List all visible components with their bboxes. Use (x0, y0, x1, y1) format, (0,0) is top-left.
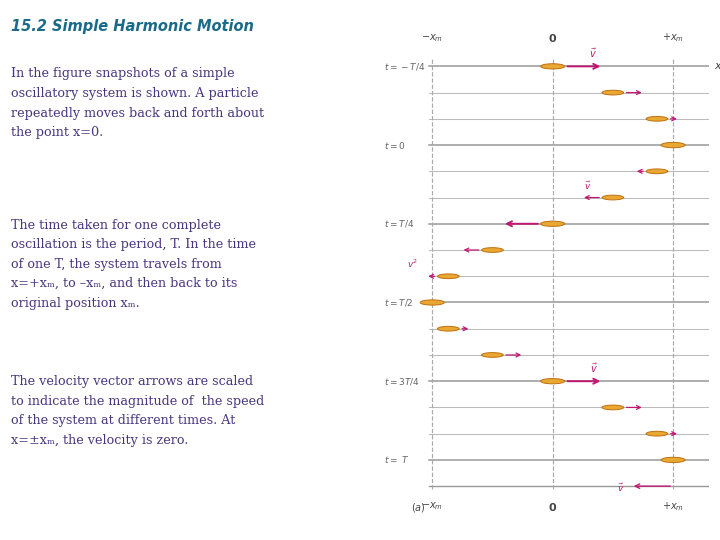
Circle shape (541, 64, 564, 69)
Circle shape (482, 353, 503, 357)
Text: 15.2 Simple Harmonic Motion: 15.2 Simple Harmonic Motion (12, 19, 254, 34)
Circle shape (661, 143, 685, 148)
Text: $+x_m$: $+x_m$ (662, 501, 684, 514)
Text: $\bf{0}$: $\bf{0}$ (548, 501, 557, 512)
Text: $t=\ T$: $t=\ T$ (384, 455, 410, 465)
Text: $\vec{v}$: $\vec{v}$ (590, 361, 598, 375)
Circle shape (646, 117, 667, 121)
Circle shape (438, 326, 459, 331)
Circle shape (602, 90, 624, 95)
Text: $t=-T/4$: $t=-T/4$ (384, 61, 426, 72)
Text: $+x_m$: $+x_m$ (662, 31, 684, 44)
Text: The time taken for one complete
oscillation is the period, T. In the time
of one: The time taken for one complete oscillat… (12, 219, 256, 310)
Text: $\vec{v}$: $\vec{v}$ (589, 46, 597, 60)
Text: $t=3T/4$: $t=3T/4$ (384, 376, 420, 387)
Text: $-x_m$: $-x_m$ (421, 501, 444, 512)
Text: $t=0$: $t=0$ (384, 139, 406, 151)
Text: $x$: $x$ (714, 62, 720, 71)
Text: $\vec{v}$: $\vec{v}$ (618, 481, 625, 494)
Circle shape (541, 379, 564, 384)
Text: $t=T/4$: $t=T/4$ (384, 218, 414, 230)
Circle shape (420, 300, 444, 305)
Text: $(a)$: $(a)$ (411, 501, 426, 514)
Text: In the figure snapshots of a simple
oscillatory system is shown. A particle
repe: In the figure snapshots of a simple osci… (12, 68, 264, 139)
Circle shape (482, 248, 503, 252)
Circle shape (646, 431, 667, 436)
Circle shape (541, 221, 564, 226)
Text: $\vec{v}$: $\vec{v}$ (584, 180, 591, 192)
Text: $\bf{0}$: $\bf{0}$ (548, 32, 557, 44)
Circle shape (646, 169, 667, 174)
Circle shape (661, 457, 685, 463)
Circle shape (602, 195, 624, 200)
Text: $v^2$: $v^2$ (407, 258, 418, 271)
Text: $t=T/2$: $t=T/2$ (384, 297, 413, 308)
Circle shape (602, 405, 624, 410)
Text: $-x_m$: $-x_m$ (421, 32, 444, 44)
Circle shape (438, 274, 459, 279)
Text: The velocity vector arrows are scaled
to indicate the magnitude of  the speed
of: The velocity vector arrows are scaled to… (12, 375, 264, 447)
